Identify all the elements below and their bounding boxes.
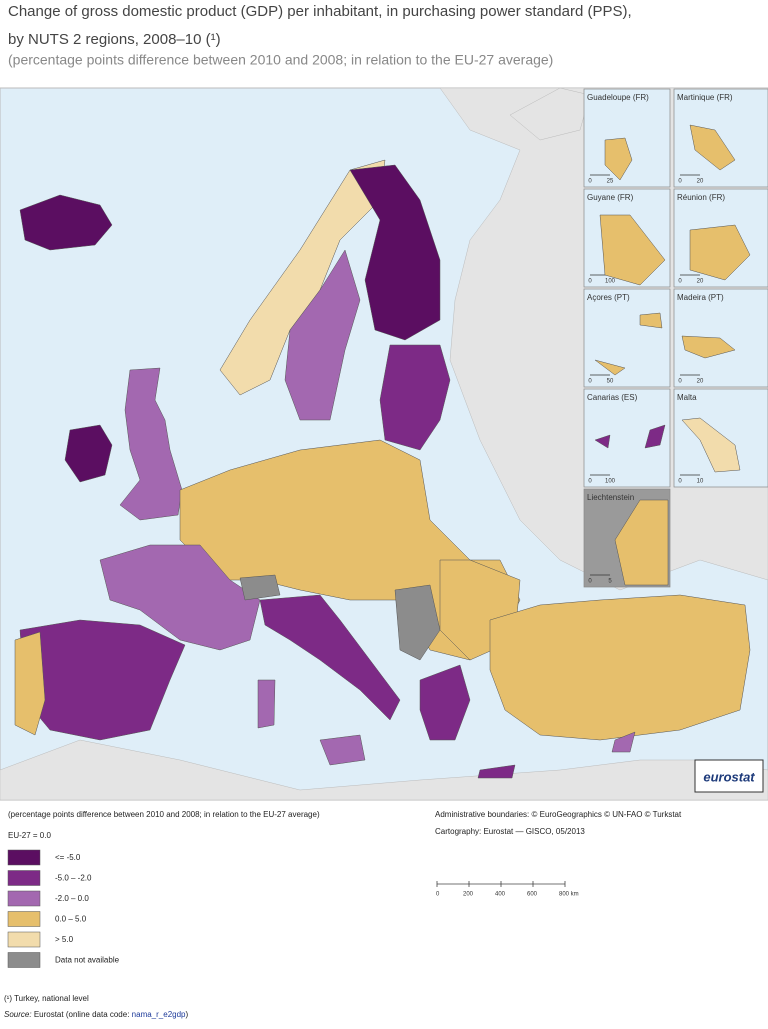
scale-bar: 0 200 400 600 800 km [436, 881, 579, 898]
subtitle: (percentage points difference between 20… [8, 52, 553, 68]
inset-scale-label: 0 [678, 279, 682, 285]
inset-scale-label: 20 [697, 179, 704, 185]
source-prefix: Source: [4, 1010, 32, 1019]
legend-label: -2.0 – 0.0 [55, 894, 89, 903]
legend-swatch [7, 952, 41, 968]
inset-scale-label: 50 [607, 379, 614, 385]
inset-scale-label: 20 [697, 379, 704, 385]
inset-label: Malta [677, 393, 697, 402]
inset-scale-label: 0 [678, 379, 682, 385]
inset-scale-label: 25 [607, 179, 614, 185]
inset-label: Guyane (FR) [587, 193, 634, 202]
source-code[interactable]: nama_r_e2gdp [132, 1010, 186, 1019]
credit: Administrative boundaries: © EuroGeograp… [435, 810, 682, 819]
source: Source: Eurostat (online data code: nama… [4, 1010, 189, 1019]
legend-label: Data not available [55, 956, 120, 965]
inset-label: Martinique (FR) [677, 93, 733, 102]
legend-label: 0.0 – 5.0 [55, 915, 87, 924]
inset-land [594, 124, 751, 586]
inset-scale-label: 100 [605, 279, 616, 285]
inset-scale-label: 0 [588, 579, 592, 585]
regions [14, 159, 751, 779]
legend: <= -5.0 -5.0 – -2.0 -2.0 – 0.0 0.0 – 5.0 > 5… [7, 849, 120, 968]
inset-scale-label: 20 [697, 279, 704, 285]
source-text: Eurostat (online data code: [34, 1010, 130, 1019]
inset-label: Réunion (FR) [677, 193, 725, 202]
title: Change of gross domestic product (GDP) p… [8, 3, 632, 20]
scale-label: 400 [495, 892, 506, 898]
inset-frame [583, 88, 671, 188]
inset-scale-label: 10 [697, 479, 704, 485]
legend-label: > 5.0 [55, 935, 74, 944]
insets: Guadeloupe (FR) 0 25 Martinique (FR) 0 20 Guya… [583, 88, 768, 588]
logo: eurostat [703, 769, 755, 784]
inset-label: Açores (PT) [587, 293, 630, 302]
legend-caption: (percentage points difference between 20… [8, 810, 320, 819]
title: by NUTS 2 regions, 2008–10 (¹) [8, 31, 221, 48]
legend-swatch [7, 931, 41, 948]
scale-label: 600 [527, 892, 538, 898]
inset-scale-label: 0 [678, 179, 682, 185]
inset-frame [673, 88, 768, 188]
source-suffix: ) [186, 1010, 189, 1019]
inset-scale-label: 0 [678, 479, 682, 485]
scale-label: 200 [463, 892, 474, 898]
inset-scale-label: 0 [588, 179, 592, 185]
legend-swatch [7, 911, 41, 927]
legend-swatch [7, 890, 41, 907]
inset-scale-label: 0 [588, 379, 592, 385]
legend-label: -5.0 – -2.0 [55, 874, 92, 883]
legend-swatch [7, 849, 41, 866]
inset-frame [583, 288, 671, 388]
logo-box: eurostat [694, 759, 764, 793]
inset-scale-label: 0 [588, 479, 592, 485]
inset-scale-label: 5 [608, 579, 612, 585]
inset-scale-label: 0 [588, 279, 592, 285]
inset-label: Madeira (PT) [677, 293, 724, 302]
legend-label: <= -5.0 [55, 853, 81, 862]
scale-label: 0 [436, 892, 440, 898]
inset-scale-label: 100 [605, 479, 616, 485]
footnote: (¹) Turkey, national level [4, 994, 89, 1003]
inset-label: Liechtenstein [587, 493, 634, 502]
inset-label: Canarias (ES) [587, 393, 638, 402]
legend-base: EU-27 = 0.0 [8, 831, 51, 840]
inset-label: Guadeloupe (FR) [587, 93, 649, 102]
credit: Cartography: Eurostat — GISCO, 05/2013 [435, 827, 585, 836]
legend-swatch [7, 870, 41, 886]
scale-label: 800 km [559, 892, 579, 898]
